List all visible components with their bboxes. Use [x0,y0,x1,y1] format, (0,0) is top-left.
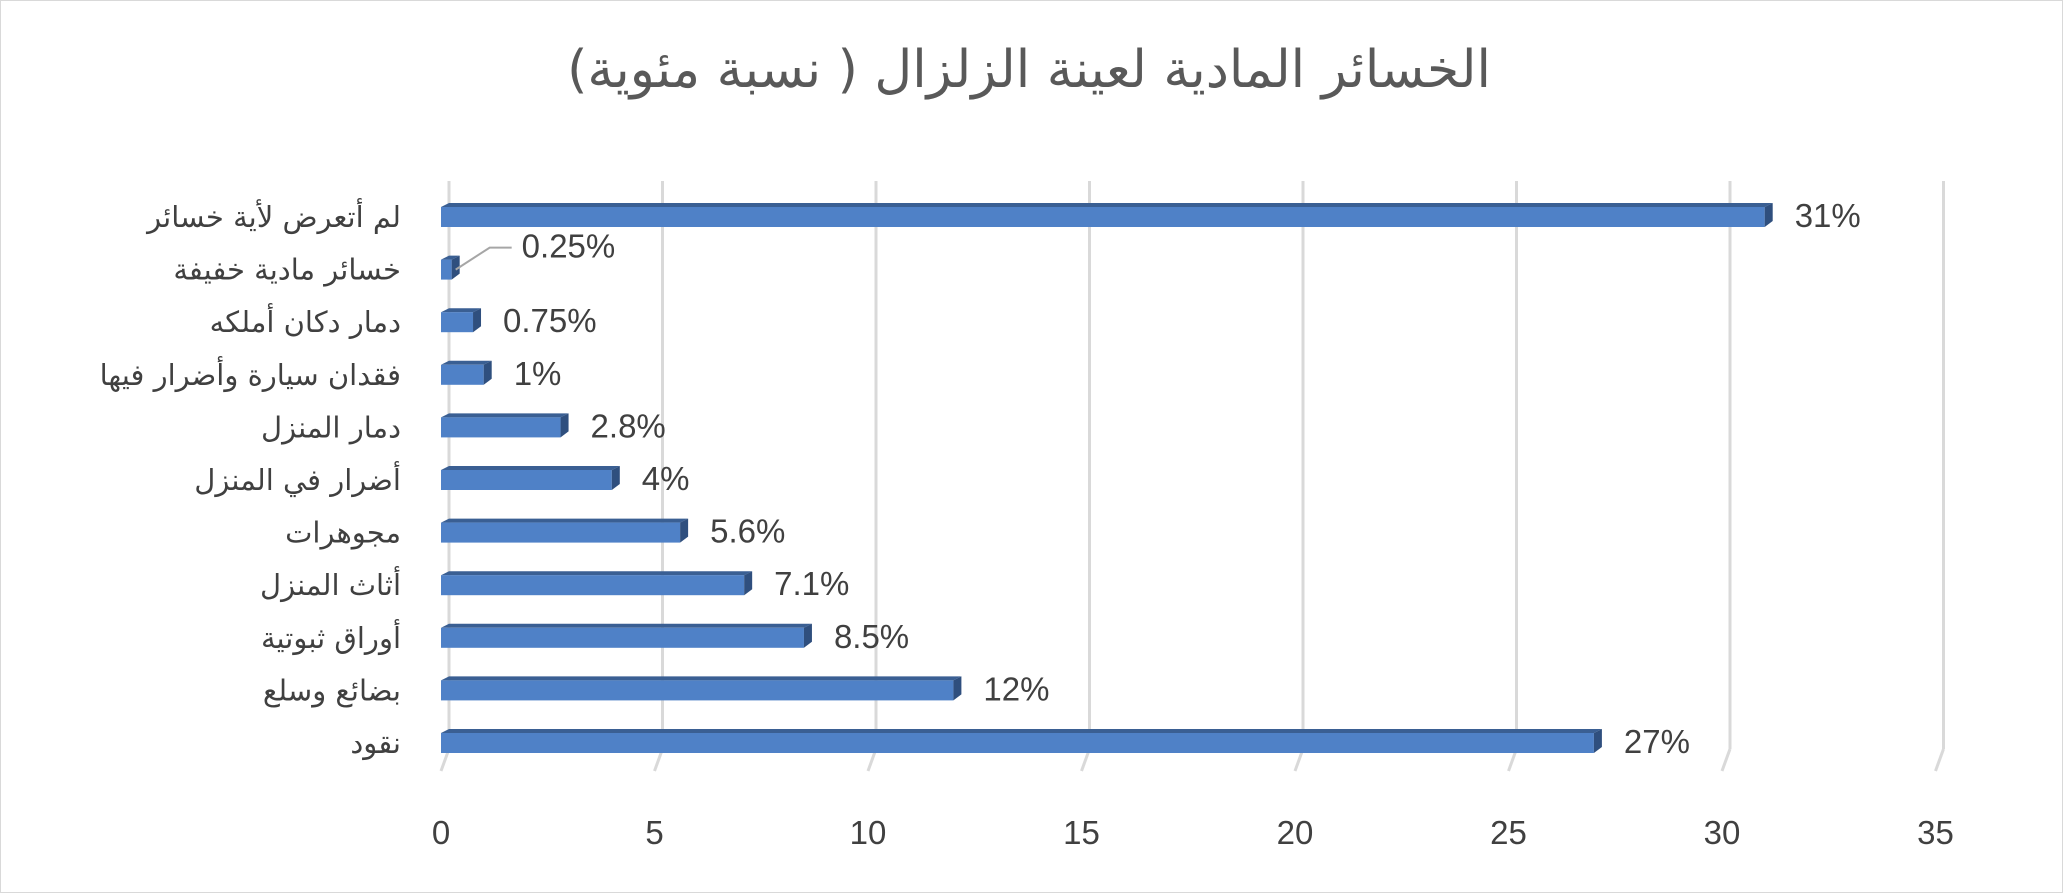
x-tick-label: 5 [645,814,663,851]
bar [441,364,484,385]
x-tick-label: 10 [850,814,887,851]
x-tick-label: 0 [432,814,450,851]
bar [441,575,745,596]
bar-top-face [441,255,460,260]
bar-side-face [611,466,620,490]
category-label: أضرار في المنزل [194,460,401,498]
bar-top-face [441,729,1602,733]
bar-top-face [441,518,689,523]
bar-side-face [744,571,753,596]
bar-side-face [451,255,460,280]
bar-top-face [441,308,482,313]
category-label: مجوهرات [285,516,401,550]
data-label: 31% [1795,197,1861,234]
data-label: 0.25% [522,228,616,265]
bar-side-face [953,676,962,701]
gridline-depth [1934,748,1945,772]
label-layer: 0 5 10 15 20 25 30 35 نقود 27% بضائع وسلع 12% أوراق … [100,197,1954,851]
bar-top-face [441,623,812,628]
x-tick-label: 15 [1063,814,1100,851]
data-label-leader [455,246,512,271]
category-label: أوراق ثبوتية [261,618,401,655]
category-label: دمار دكان أملكه [210,302,401,339]
bar-top-face [441,571,753,576]
data-label: 27% [1624,723,1690,760]
x-tick-label: 25 [1490,814,1527,851]
bar [441,259,452,280]
bar-side-face [680,518,689,543]
bar-top-face [441,466,620,470]
x-tick-label: 30 [1704,814,1741,851]
bar-side-face [473,308,482,333]
data-label: 12% [983,670,1049,707]
bar-side-face [560,413,569,438]
data-label: 2.8% [591,407,666,444]
grid-layer [439,181,1945,772]
bar [441,733,1594,753]
x-tick-label: 35 [1917,814,1954,851]
gridline-depth [1720,748,1732,772]
bar-side-face [1593,729,1602,753]
category-label: نقود [350,726,401,760]
bar [441,312,474,333]
bar [441,470,612,490]
bar-side-face [1764,203,1773,227]
x-tick-label: 20 [1277,814,1314,851]
bar [441,627,804,648]
data-label: 1% [514,355,562,392]
bar-top-face [441,360,492,365]
data-label: 0.75% [503,302,597,339]
category-label: فقدان سيارة وأضرار فيها [100,355,401,392]
category-label: لم أتعرض لأية خسائر [145,197,401,235]
chart-title: الخسائر المادية لعينة الزلزال ( نسبة مئو… [567,40,1491,100]
bar [441,207,1765,227]
data-label: 4% [642,460,690,497]
data-label: 7.1% [774,565,849,602]
bar-layer [441,203,1773,753]
category-label: دمار المنزل [261,410,401,444]
bar [441,680,954,701]
category-label: خسائر مادية خفيفة [173,253,401,287]
bar-top-face [441,413,569,418]
bar [441,417,561,438]
bar-side-face [483,360,492,385]
bar-top-face [441,676,962,681]
bar-top-face [441,203,1773,207]
category-label: أثاث المنزل [260,565,401,602]
data-label: 8.5% [834,618,909,655]
bar-side-face [803,623,812,648]
data-label: 5.6% [710,513,785,550]
bar [441,522,681,543]
category-label: بضائع وسلع [263,673,401,707]
